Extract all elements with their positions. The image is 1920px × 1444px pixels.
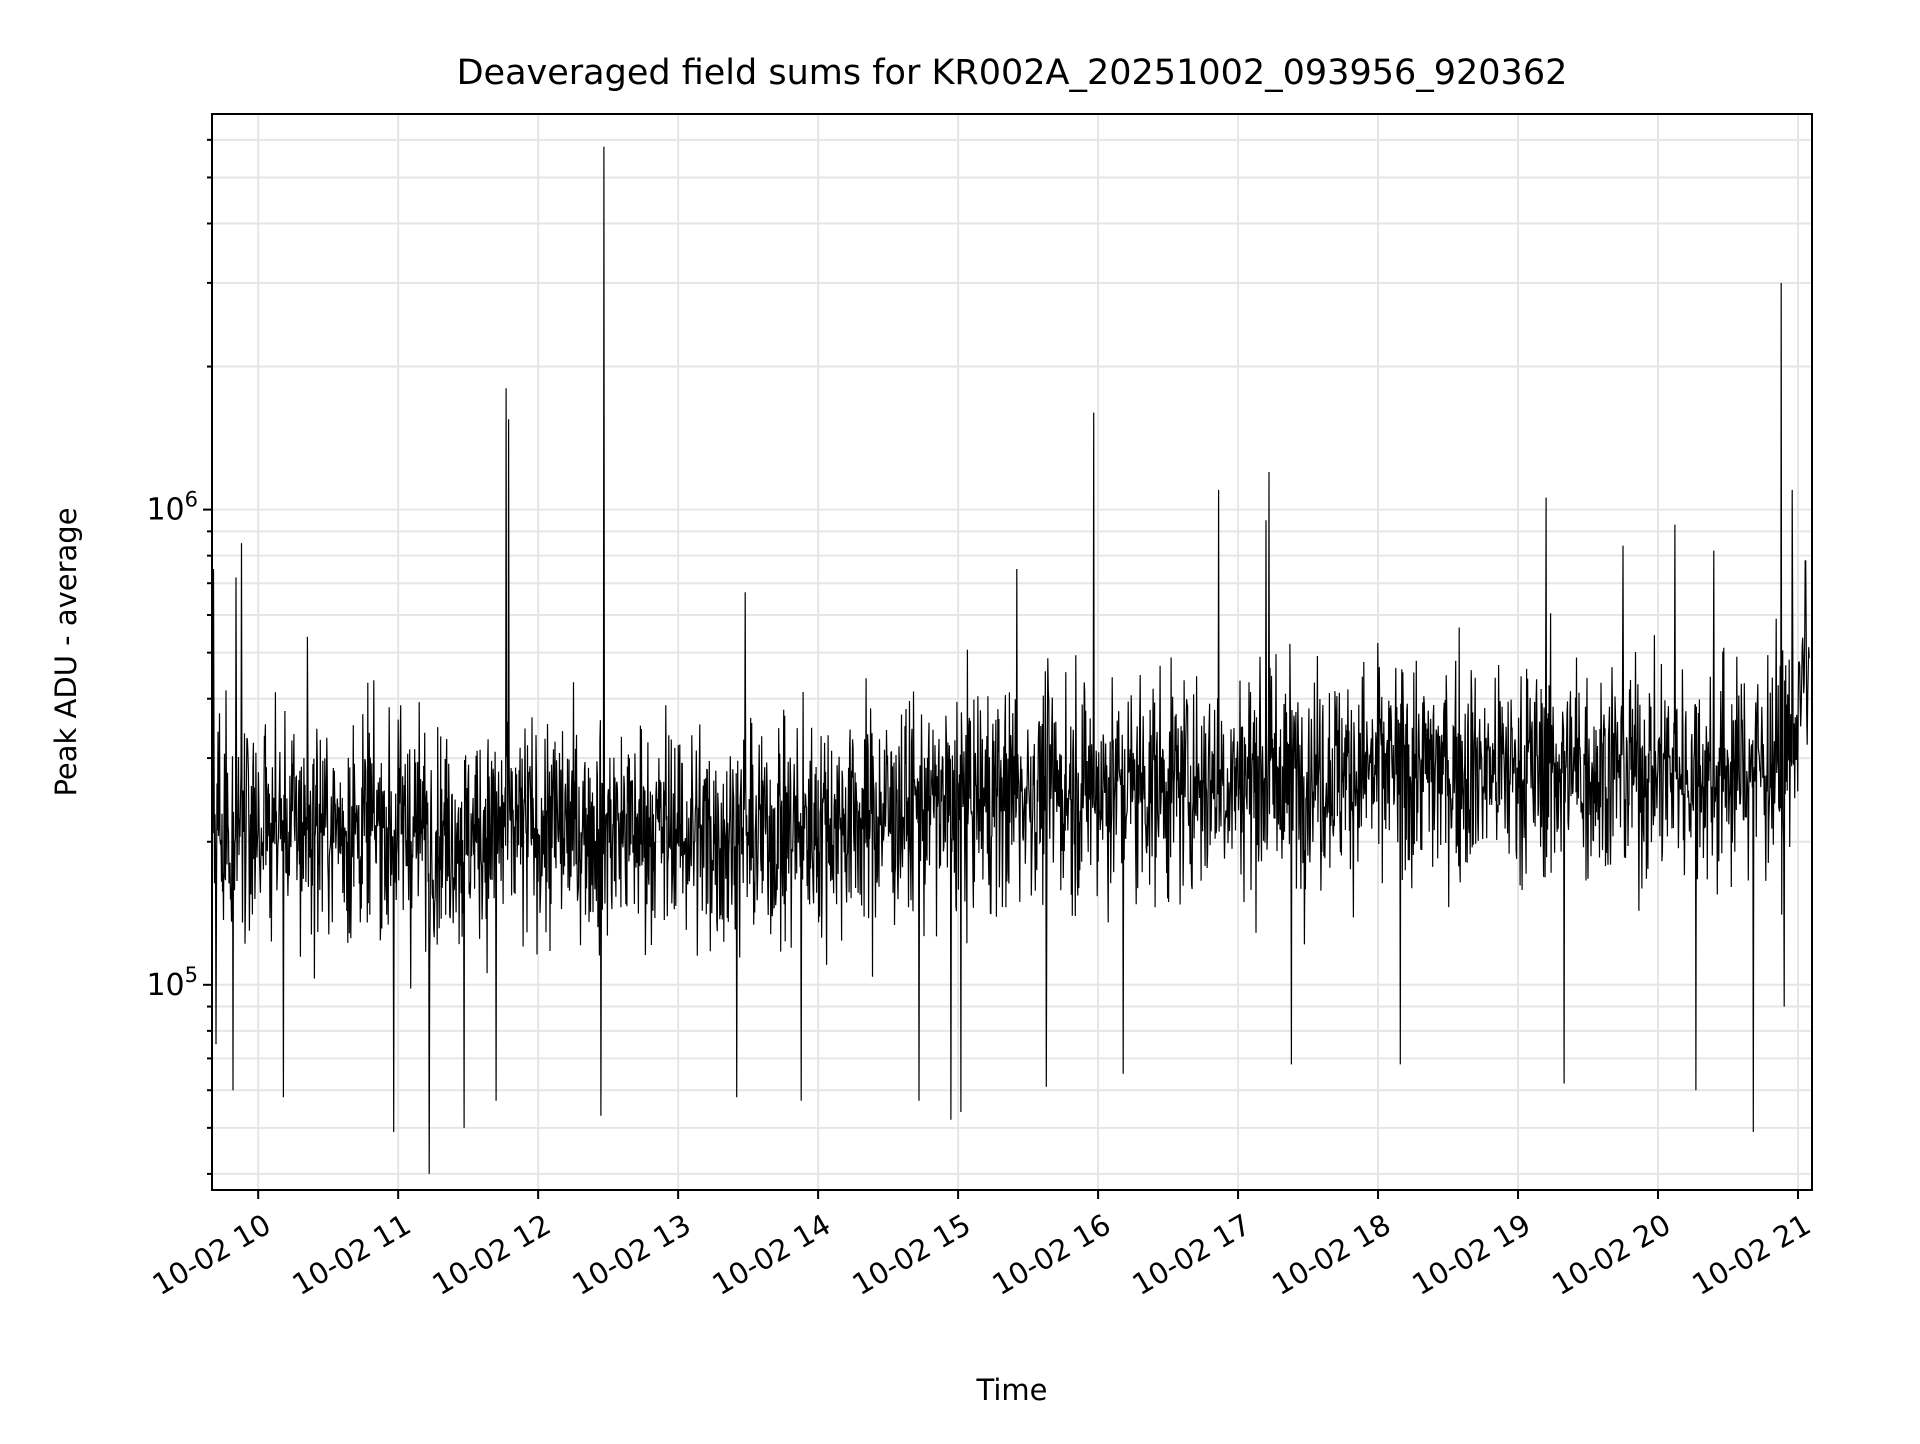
- x-axis-label: Time: [976, 1373, 1048, 1407]
- series-line: [211, 146, 1810, 1174]
- y-tick-label: 106: [146, 488, 198, 528]
- y-tick-label: 105: [146, 963, 198, 1003]
- chart-title: Deaveraged field sums for KR002A_2025100…: [457, 53, 1568, 93]
- y-axis-label: Peak ADU - average: [49, 507, 83, 796]
- series-layer: [211, 146, 1810, 1174]
